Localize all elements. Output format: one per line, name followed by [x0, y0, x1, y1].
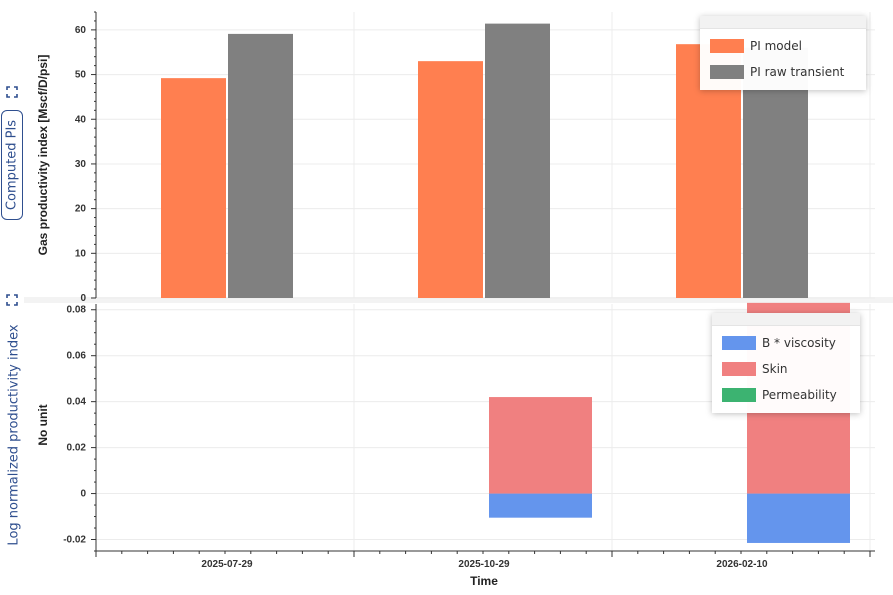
y-tick-label: 0	[80, 293, 86, 304]
expand-icon[interactable]	[6, 86, 18, 98]
legend-item-pi-model[interactable]: PI model	[710, 38, 802, 54]
legend-item-b-viscosity[interactable]: B * viscosity	[722, 335, 836, 351]
legend-swatch	[722, 362, 756, 376]
y-tick-label: 0.08	[67, 305, 87, 316]
bar-b-viscosity[interactable]	[489, 493, 592, 518]
legend-label: Skin	[762, 362, 788, 376]
legend-item-pi-raw-transient[interactable]: PI raw transient	[710, 64, 844, 80]
legend-swatch	[722, 336, 756, 350]
tab-computed-pis[interactable]: Computed PIs	[1, 110, 23, 220]
legend-swatch	[710, 39, 744, 53]
x-tick-label: 2025-10-29	[458, 559, 510, 570]
x-axis-label: Time	[470, 574, 498, 588]
y-axis-label: Gas productivity index [Mscf/D/psi]	[36, 55, 50, 256]
y-tick-label: 30	[75, 159, 87, 170]
y-tick-label: 0.06	[67, 351, 87, 362]
legend-swatch	[722, 388, 756, 402]
x-tick-label: 2025-07-29	[201, 559, 253, 570]
bar-pi-raw-transient[interactable]	[485, 23, 550, 299]
y-tick-label: 60	[75, 25, 87, 36]
legend-label: B * viscosity	[762, 336, 836, 350]
y-tick-label: 50	[75, 70, 87, 81]
expand-icon[interactable]	[6, 294, 18, 306]
legend-label: PI model	[750, 39, 802, 53]
legend-item-skin[interactable]: Skin	[722, 361, 788, 377]
bar-pi-model[interactable]	[418, 61, 483, 298]
legend-item-permeability[interactable]: Permeability	[722, 387, 837, 403]
legend-label: PI raw transient	[750, 65, 845, 79]
bar-skin[interactable]	[489, 397, 592, 494]
x-tick-label: 2026-02-10	[716, 559, 768, 570]
y-tick-label: 10	[75, 248, 87, 259]
y-tick-label: 40	[75, 114, 87, 125]
bar-pi-raw-transient[interactable]	[228, 33, 293, 298]
y-tick-label: 0.02	[67, 443, 87, 454]
y-tick-label: 20	[75, 204, 87, 215]
y-tick-label: 0.04	[67, 397, 87, 408]
y-axis-label: No unit	[36, 404, 50, 445]
legend-top: PI model PI raw transient	[700, 16, 866, 90]
panel-divider	[24, 297, 893, 303]
legend-label: Permeability	[762, 388, 837, 402]
bar-b-viscosity[interactable]	[747, 493, 850, 543]
legend-swatch	[710, 65, 744, 79]
bar-pi-model[interactable]	[161, 78, 226, 298]
legend-bottom: B * viscosity Skin Permeability	[712, 313, 860, 413]
y-tick-label: -0.02	[63, 535, 86, 546]
y-tick-label: 0	[80, 489, 86, 500]
